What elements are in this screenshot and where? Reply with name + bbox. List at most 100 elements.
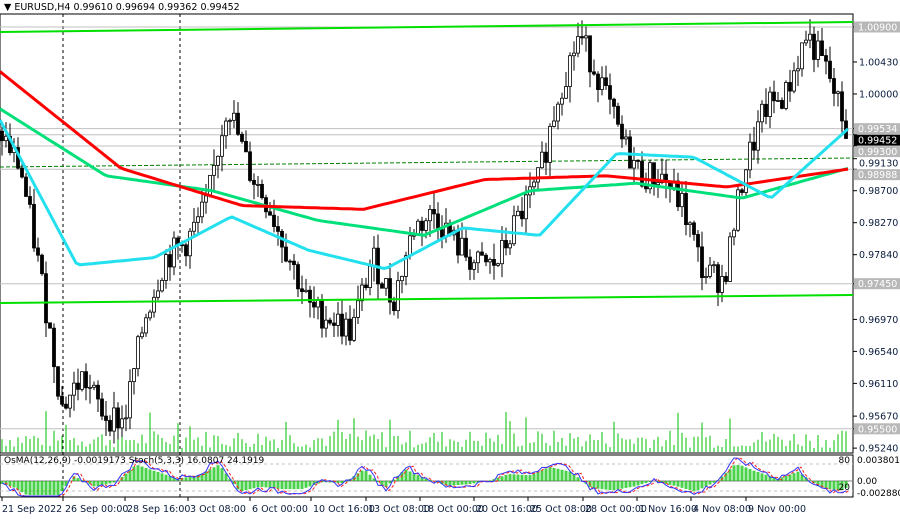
candle-bear [504, 240, 508, 249]
candle-bull [524, 194, 528, 220]
candle-bear [52, 327, 56, 368]
x-tick-label: 25 Oct 08:00 [530, 504, 592, 515]
candle-bear [104, 415, 108, 421]
candle-bull [352, 316, 356, 341]
candle-bear [684, 193, 688, 226]
candle-bull [704, 276, 708, 278]
candle-bear [692, 222, 696, 235]
y-tick-label: 0.98270 [859, 218, 898, 229]
candle-bull [336, 313, 340, 326]
candle-bull [216, 155, 220, 166]
trend-line-top [0, 21, 854, 33]
candle-bull [536, 167, 540, 183]
y-tick-label: 0.95670 [859, 412, 898, 423]
candle-bear [588, 35, 592, 73]
candle-bull [744, 169, 748, 193]
candle-bull [400, 275, 404, 282]
candle-bull [796, 68, 800, 72]
candle-bear [276, 226, 280, 232]
candle-bull [488, 259, 492, 263]
x-tick-label: 1 Nov 16:00 [639, 504, 697, 515]
candle-bull [576, 36, 580, 54]
price-label: 0.99452 [858, 136, 897, 147]
dropdown-triangle-icon[interactable]: ▼ [4, 2, 12, 13]
candle-bull [128, 381, 132, 419]
candle-bull [356, 300, 360, 318]
candle-bull [632, 160, 636, 169]
candle-bear [340, 313, 344, 337]
candle-bull [768, 91, 772, 117]
candle-bull [148, 311, 152, 319]
candle-bull [708, 264, 712, 277]
candle-bull [540, 151, 544, 169]
candle-bull [144, 317, 148, 334]
price-label: 0.97450 [858, 279, 897, 290]
candle-bear [596, 73, 600, 90]
candle-bear [420, 220, 424, 231]
candle-bull [748, 141, 752, 171]
candle-bull [232, 112, 236, 121]
candle-bull [800, 42, 804, 70]
candle-bear [268, 211, 272, 216]
price-label-box [854, 423, 900, 435]
candle-bull [476, 251, 480, 264]
candle-bull [624, 136, 628, 140]
x-tick-label: 28 Sep 16:00 [127, 504, 190, 515]
candle-bear [640, 160, 644, 187]
price-label-box [854, 146, 900, 158]
candle-bear [832, 78, 836, 94]
candle-bull [200, 201, 204, 218]
candle-bull [192, 221, 196, 232]
candle-bear [320, 299, 324, 329]
candle-bull [220, 135, 224, 157]
price-label-box [854, 169, 900, 181]
x-tick-label: 9 Nov 00:00 [748, 504, 806, 515]
candle-bear [96, 384, 100, 400]
candle-bear [764, 103, 768, 117]
osma-value: -0.0019173 [73, 456, 126, 466]
candle-bull [324, 319, 328, 329]
candle-bear [388, 278, 392, 303]
candle-bear [288, 260, 292, 263]
candle-bull [516, 210, 520, 217]
candle-bull [712, 264, 716, 267]
candle-bull [152, 296, 156, 313]
candle-bear [752, 141, 756, 151]
candle-bear [492, 259, 496, 266]
candle-bull [160, 280, 164, 292]
candle-bull [508, 243, 512, 249]
header-info: ▼ EURUSD,H4 0.99610 0.99694 0.99362 0.99… [4, 2, 240, 13]
candle-bull [732, 229, 736, 238]
candle-bear [44, 273, 48, 324]
candle-bear [56, 366, 60, 397]
candle-bull [4, 135, 8, 142]
candle-bull [360, 284, 364, 302]
price-label-box [854, 278, 900, 290]
candle-bear [0, 130, 4, 142]
price-label: 1.00900 [858, 23, 897, 34]
candle-bull [132, 368, 136, 383]
candle-bull [204, 195, 208, 203]
stoch-label: Stoch(5,3,3) [128, 456, 185, 466]
candle-bull [396, 280, 400, 312]
indicator-info: OsMA(12,26,9) -0.0019173 Stoch(5,3,3) 16… [4, 456, 264, 466]
candle-bull [556, 103, 560, 122]
candle-bull [776, 100, 780, 102]
y-tick-label: 0.95240 [859, 444, 898, 455]
low-value: 0.99362 [158, 2, 198, 13]
candle-bull [68, 394, 72, 409]
indicator-axis-label: 0.00 [857, 477, 877, 487]
candle-bear [292, 260, 296, 266]
candle-bull [88, 386, 92, 389]
candle-bull [212, 164, 216, 176]
candle-bear [100, 398, 104, 417]
indicator-axis-label: 0.0038013 [857, 456, 900, 466]
x-tick-label: 18 Oct 00:00 [422, 504, 484, 515]
candle-bear [272, 214, 276, 227]
y-tick-label: 0.98700 [859, 186, 898, 197]
candle-bull [816, 40, 820, 60]
candle-bull [548, 125, 552, 163]
candle-bear [76, 382, 80, 390]
candle-bear [32, 204, 36, 249]
